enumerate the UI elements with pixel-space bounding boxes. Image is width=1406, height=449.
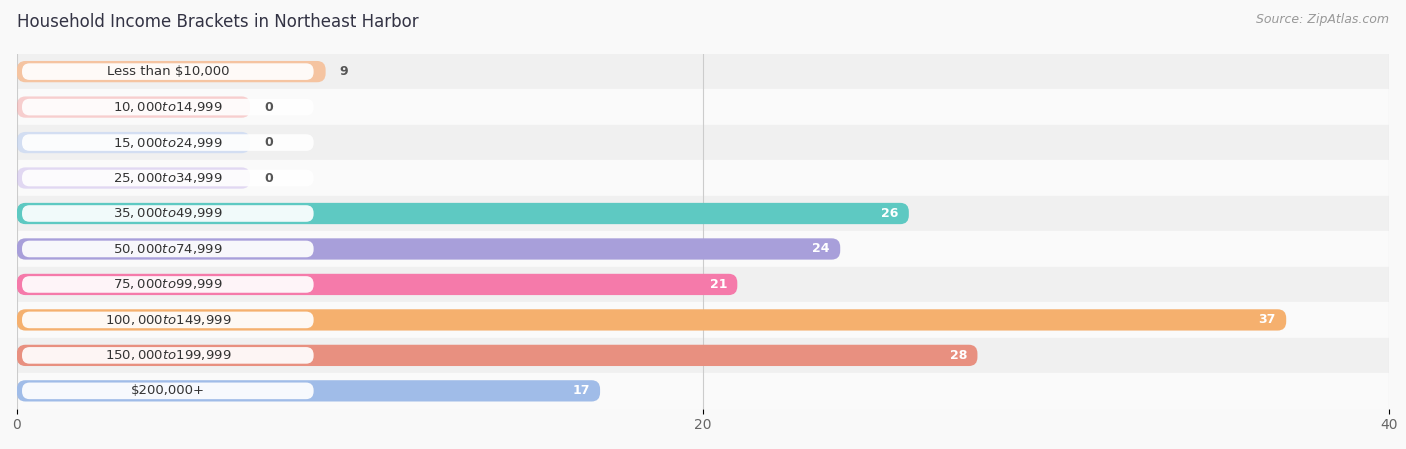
Text: $150,000 to $199,999: $150,000 to $199,999	[104, 348, 231, 362]
Bar	[17, 373, 1389, 409]
FancyBboxPatch shape	[22, 241, 314, 257]
Bar	[17, 89, 1389, 125]
Text: 37: 37	[1258, 313, 1275, 326]
Bar	[17, 160, 1389, 196]
Bar	[17, 231, 1389, 267]
Text: 26: 26	[882, 207, 898, 220]
FancyBboxPatch shape	[17, 345, 977, 366]
Bar	[17, 125, 1389, 160]
Text: 17: 17	[572, 384, 589, 397]
Text: 0: 0	[264, 101, 273, 114]
Bar	[17, 302, 1389, 338]
Text: $200,000+: $200,000+	[131, 384, 205, 397]
Text: $100,000 to $149,999: $100,000 to $149,999	[104, 313, 231, 327]
Text: $10,000 to $14,999: $10,000 to $14,999	[112, 100, 222, 114]
Text: 0: 0	[264, 172, 273, 185]
Text: Less than $10,000: Less than $10,000	[107, 65, 229, 78]
FancyBboxPatch shape	[22, 170, 314, 186]
Text: 9: 9	[339, 65, 347, 78]
Text: $35,000 to $49,999: $35,000 to $49,999	[112, 207, 222, 220]
Text: $15,000 to $24,999: $15,000 to $24,999	[112, 136, 222, 150]
FancyBboxPatch shape	[22, 205, 314, 222]
FancyBboxPatch shape	[22, 312, 314, 328]
Bar	[17, 54, 1389, 89]
Text: 0: 0	[264, 136, 273, 149]
FancyBboxPatch shape	[22, 276, 314, 293]
FancyBboxPatch shape	[17, 167, 250, 189]
Text: Household Income Brackets in Northeast Harbor: Household Income Brackets in Northeast H…	[17, 13, 419, 31]
Text: Source: ZipAtlas.com: Source: ZipAtlas.com	[1256, 13, 1389, 26]
Text: $75,000 to $99,999: $75,000 to $99,999	[112, 277, 222, 291]
FancyBboxPatch shape	[17, 61, 326, 82]
Text: $25,000 to $34,999: $25,000 to $34,999	[112, 171, 222, 185]
FancyBboxPatch shape	[22, 347, 314, 364]
FancyBboxPatch shape	[22, 134, 314, 151]
Text: $50,000 to $74,999: $50,000 to $74,999	[112, 242, 222, 256]
FancyBboxPatch shape	[17, 238, 841, 260]
FancyBboxPatch shape	[17, 132, 250, 153]
Bar	[17, 338, 1389, 373]
Text: 21: 21	[710, 278, 727, 291]
FancyBboxPatch shape	[17, 203, 908, 224]
FancyBboxPatch shape	[17, 309, 1286, 330]
FancyBboxPatch shape	[17, 274, 737, 295]
FancyBboxPatch shape	[22, 63, 314, 80]
FancyBboxPatch shape	[22, 383, 314, 399]
FancyBboxPatch shape	[17, 380, 600, 401]
Text: 28: 28	[950, 349, 967, 362]
Bar	[17, 196, 1389, 231]
Bar	[17, 267, 1389, 302]
Text: 24: 24	[813, 242, 830, 255]
FancyBboxPatch shape	[22, 99, 314, 115]
FancyBboxPatch shape	[17, 97, 250, 118]
